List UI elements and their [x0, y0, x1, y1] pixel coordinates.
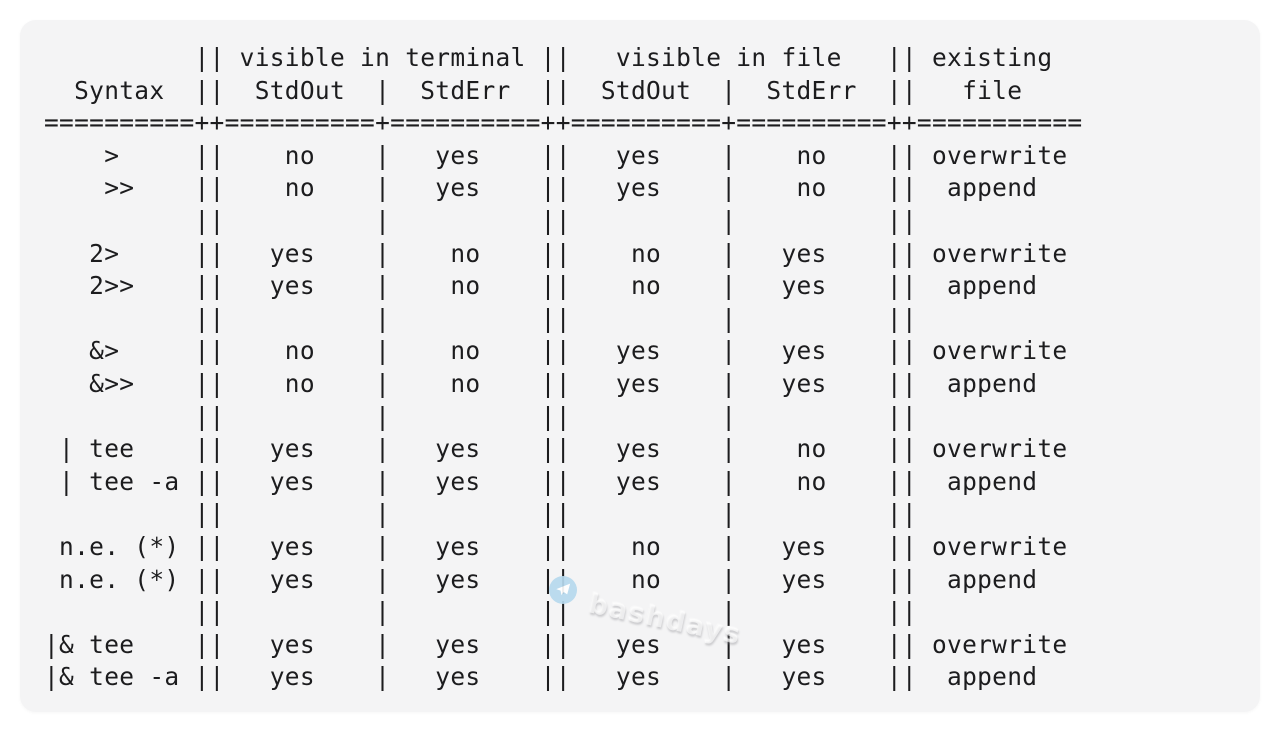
table-row: &> || no | no || yes | yes || overwrite: [44, 336, 1068, 366]
table-row: >> || no | yes || yes | no || append: [44, 173, 1038, 203]
table-gap-row: || | || | ||: [44, 205, 917, 235]
table-gap-row: || | || | ||: [44, 401, 917, 431]
redirection-ascii-table: || visible in terminal || visible in fil…: [44, 42, 1082, 694]
table-row: n.e. (*) || yes | yes || no | yes || app…: [44, 564, 1038, 594]
header-column-row: Syntax || StdOut | StdErr || StdOut | St…: [44, 75, 1023, 105]
table-row: > || no | yes || yes | no || overwrite: [44, 140, 1068, 170]
table-row: &>> || no | no || yes | yes || append: [44, 368, 1038, 398]
table-gap-row: || | || | ||: [44, 303, 917, 333]
table-row: | tee -a || yes | yes || yes | no || app…: [44, 466, 1038, 496]
table-card: || visible in terminal || visible in fil…: [20, 20, 1260, 712]
table-gap-row: || | || | ||: [44, 597, 917, 627]
table-row: | tee || yes | yes || yes | no || overwr…: [44, 434, 1068, 464]
table-row: 2>> || yes | no || no | yes || append: [44, 271, 1038, 301]
table-row: n.e. (*) || yes | yes || no | yes || ove…: [44, 531, 1068, 561]
table-row: 2> || yes | no || no | yes || overwrite: [44, 238, 1068, 268]
header-separator-row: ==========++==========+==========++=====…: [44, 108, 1083, 138]
table-row: |& tee || yes | yes || yes | yes || over…: [44, 629, 1068, 659]
header-group-row: || visible in terminal || visible in fil…: [44, 43, 1053, 72]
table-gap-row: || | || | ||: [44, 499, 917, 529]
table-row: |& tee -a || yes | yes || yes | yes || a…: [44, 662, 1038, 692]
